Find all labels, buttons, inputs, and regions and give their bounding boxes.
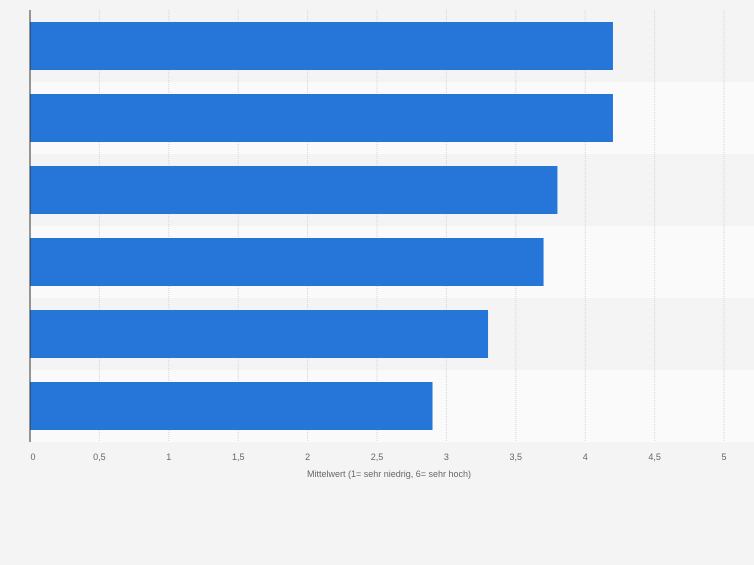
- x-tick-label: 3: [444, 452, 449, 462]
- x-tick-label: 4,5: [648, 452, 661, 462]
- x-tick-label: 1,5: [232, 452, 245, 462]
- x-tick-label: 3,5: [510, 452, 523, 462]
- bar[interactable]: [30, 382, 433, 430]
- bar[interactable]: [30, 166, 558, 214]
- bar[interactable]: [30, 238, 544, 286]
- x-tick-label: 0: [30, 452, 35, 462]
- x-tick-label: 1: [166, 452, 171, 462]
- x-tick-label: 2,5: [371, 452, 384, 462]
- x-axis-title: Mittelwert (1= sehr niedrig, 6= sehr hoc…: [307, 469, 471, 479]
- x-tick-labels: 0 0,5 1 1,5 2 2,5 3 3,5 4 4,5 5: [30, 452, 726, 462]
- row-bands: [30, 10, 754, 442]
- x-tick-label: 2: [305, 452, 310, 462]
- bars: [30, 22, 613, 430]
- bar[interactable]: [30, 94, 613, 142]
- gridlines: [98, 10, 725, 442]
- x-tick-label: 4: [583, 452, 588, 462]
- bar[interactable]: [30, 22, 613, 70]
- x-tick-label: 0,5: [93, 452, 106, 462]
- x-tick-label: 5: [721, 452, 726, 462]
- bar[interactable]: [30, 310, 489, 358]
